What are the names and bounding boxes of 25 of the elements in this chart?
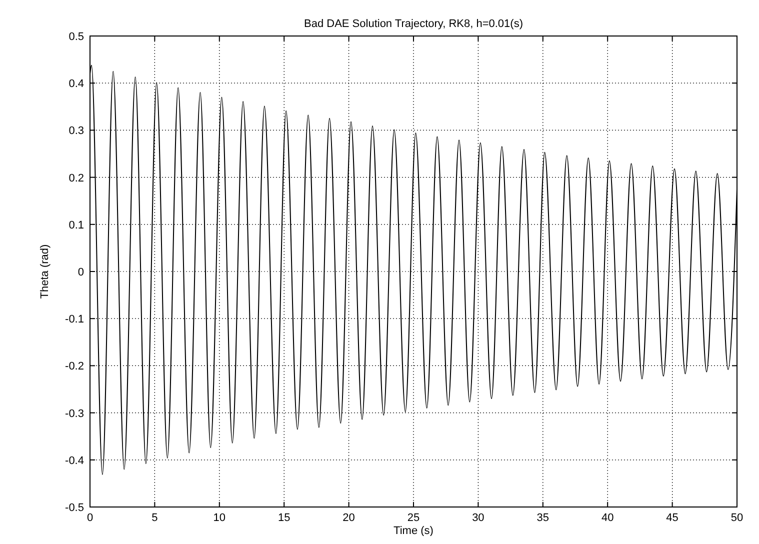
x-tick-label: 10 — [213, 512, 226, 524]
x-tick-label: 30 — [472, 512, 484, 524]
y-tick-label: 0.4 — [68, 78, 84, 90]
y-tick-label: -0.3 — [65, 408, 84, 420]
x-tick-label: 35 — [536, 512, 550, 524]
y-tick-label: 0.5 — [68, 31, 84, 43]
y-tick-label: -0.2 — [65, 360, 84, 373]
x-tick-label: 15 — [278, 512, 290, 524]
x-tick-label: 50 — [730, 512, 744, 524]
x-tick-label: 0 — [86, 512, 94, 524]
y-tick-label: -0.4 — [65, 454, 84, 467]
y-tick-label: -0.1 — [65, 314, 84, 326]
y-tick-label: 0.3 — [68, 125, 84, 138]
y-tick-label: -0.5 — [65, 502, 84, 514]
x-tick-label: 25 — [407, 512, 420, 524]
chart-title: Bad DAE Solution Trajectory, RK8, h=0.01(s) — [304, 18, 523, 30]
x-tick-label: 40 — [601, 512, 614, 524]
y-tick-label: 0 — [78, 266, 84, 278]
y-axis-title: Theta (rad) — [39, 244, 51, 299]
x-tick-label: 45 — [666, 512, 678, 524]
y-tick-label: 0.1 — [68, 219, 84, 232]
x-tick-label: 20 — [342, 512, 355, 524]
y-tick-label: 0.2 — [68, 172, 84, 184]
x-axis-title: Time (s) — [394, 525, 434, 537]
x-tick-label: 5 — [152, 512, 158, 524]
